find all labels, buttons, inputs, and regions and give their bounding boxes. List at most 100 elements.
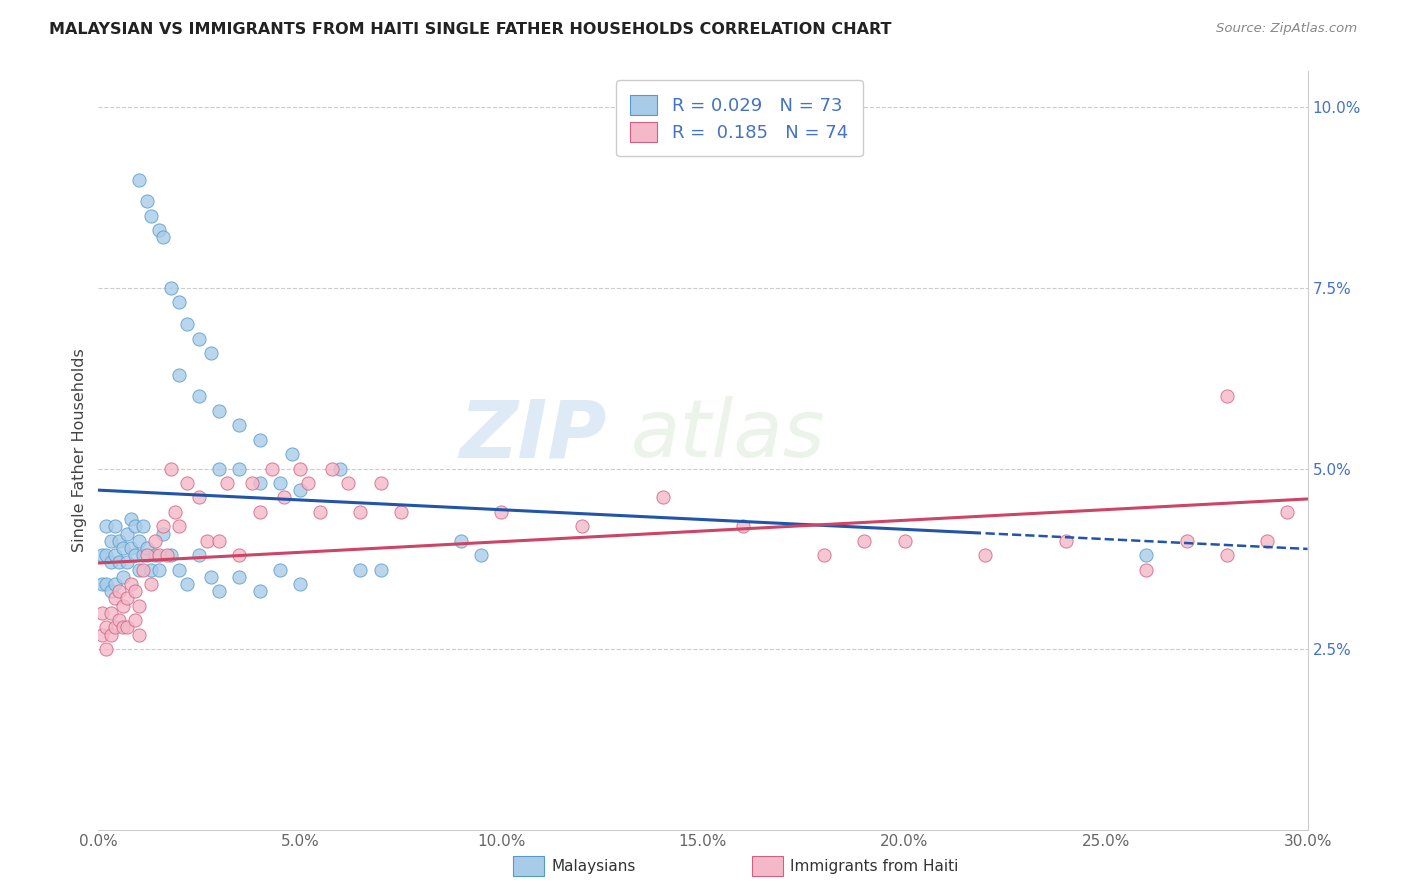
Point: [128, 599, 150, 613]
Point: [96, 642, 118, 657]
Point: [249, 505, 271, 519]
Text: MALAYSIAN VS IMMIGRANTS FROM HAITI SINGLE FATHER HOUSEHOLDS CORRELATION CHART: MALAYSIAN VS IMMIGRANTS FROM HAITI SINGL…: [49, 22, 891, 37]
Point: [103, 577, 125, 591]
Point: [115, 591, 138, 606]
Point: [132, 548, 155, 562]
Point: [100, 606, 122, 620]
Point: [124, 613, 146, 627]
Point: [1175, 533, 1198, 548]
Point: [91, 606, 114, 620]
Point: [974, 548, 997, 562]
Point: [143, 533, 166, 548]
Point: [1135, 563, 1157, 577]
Point: [148, 548, 170, 562]
Point: [167, 563, 190, 577]
Point: [1216, 389, 1239, 403]
Point: [160, 461, 183, 475]
Point: [1277, 505, 1299, 519]
Point: [143, 548, 166, 562]
Point: [135, 541, 157, 555]
Point: [321, 461, 343, 475]
Point: [200, 570, 222, 584]
Point: [217, 475, 239, 490]
Point: [228, 548, 250, 562]
Point: [91, 577, 114, 591]
Point: [491, 505, 513, 519]
Point: [273, 491, 295, 505]
Point: [167, 368, 190, 382]
Point: [269, 475, 291, 490]
Point: [139, 577, 162, 591]
Legend: R = 0.029   N = 73, R =  0.185   N = 74: R = 0.029 N = 73, R = 0.185 N = 74: [616, 80, 863, 156]
Point: [132, 563, 155, 577]
Point: [1216, 548, 1239, 562]
Point: [195, 533, 218, 548]
Point: [160, 548, 183, 562]
Point: [139, 563, 162, 577]
Point: [167, 295, 190, 310]
Point: [96, 548, 118, 562]
Point: [349, 505, 371, 519]
Point: [107, 533, 129, 548]
Point: [103, 519, 125, 533]
Point: [329, 461, 352, 475]
Point: [188, 491, 211, 505]
Point: [163, 505, 186, 519]
Point: [152, 519, 174, 533]
Point: [389, 505, 412, 519]
Point: [103, 620, 125, 634]
Point: [249, 475, 271, 490]
Text: atlas: atlas: [630, 396, 825, 475]
Point: [115, 620, 138, 634]
Point: [208, 461, 231, 475]
Point: [188, 332, 211, 346]
Point: [100, 533, 122, 548]
Point: [269, 563, 291, 577]
Point: [571, 519, 593, 533]
Point: [208, 533, 231, 548]
Point: [107, 555, 129, 569]
Point: [100, 555, 122, 569]
Point: [135, 194, 157, 209]
Point: [651, 491, 673, 505]
Point: [1256, 533, 1278, 548]
Point: [176, 577, 198, 591]
Point: [176, 475, 198, 490]
Text: ZIP: ZIP: [458, 396, 606, 475]
Text: Source: ZipAtlas.com: Source: ZipAtlas.com: [1216, 22, 1357, 36]
Point: [249, 433, 271, 447]
Point: [96, 577, 118, 591]
Point: [813, 548, 835, 562]
Point: [160, 281, 183, 295]
Point: [96, 519, 118, 533]
Point: [167, 519, 190, 533]
Point: [260, 461, 283, 475]
Point: [281, 447, 304, 461]
Point: [288, 483, 311, 498]
Point: [288, 577, 311, 591]
Point: [152, 526, 174, 541]
Point: [1054, 533, 1077, 548]
Point: [148, 223, 170, 237]
Point: [107, 584, 129, 599]
Point: [240, 475, 263, 490]
Point: [156, 548, 179, 562]
Point: [128, 627, 150, 641]
Point: [128, 563, 150, 577]
Point: [124, 584, 146, 599]
Point: [200, 346, 222, 360]
Point: [128, 533, 150, 548]
Point: [288, 461, 311, 475]
Y-axis label: Single Father Households: Single Father Households: [72, 349, 87, 552]
Text: Malaysians: Malaysians: [551, 859, 636, 873]
Point: [132, 519, 155, 533]
Point: [208, 584, 231, 599]
Point: [176, 317, 198, 331]
Point: [370, 563, 392, 577]
Point: [120, 577, 142, 591]
Point: [853, 533, 876, 548]
Point: [337, 475, 360, 490]
Point: [120, 541, 142, 555]
Point: [100, 627, 122, 641]
Point: [111, 570, 134, 584]
